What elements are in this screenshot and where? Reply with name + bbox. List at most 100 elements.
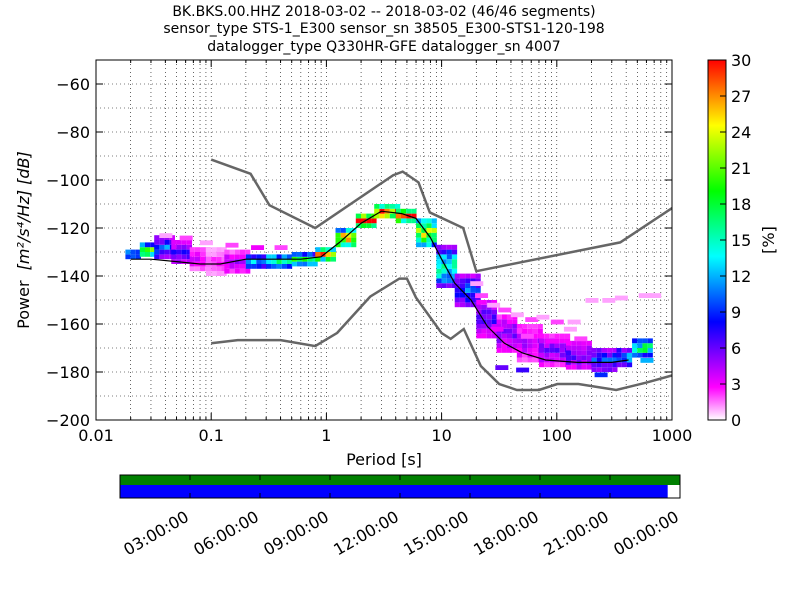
density-cell [224,254,230,260]
density-cell [281,259,287,264]
density-cell [312,252,318,257]
density-cell [441,264,447,269]
timeline-tick-label: 06:00:00 [190,507,262,559]
density-cell [315,256,321,262]
density-cell [576,364,582,370]
density-cell-sparse [574,336,588,342]
density-cell [516,338,523,344]
density-cell [501,324,507,329]
density-cell [211,256,217,262]
density-cell [532,343,538,348]
density-cell [221,271,227,276]
y-tick-label: −60 [56,75,90,94]
density-cell [441,268,447,274]
density-cell [451,283,458,288]
density-cell [384,213,390,219]
density-cell [465,302,471,308]
density-cell [421,242,427,248]
colorbar-label: [%] [759,226,778,254]
density-cell [586,340,592,346]
density-cell-sparse [648,293,662,298]
density-cell [451,259,458,264]
density-cell [475,273,481,279]
density-cell [245,268,251,274]
density-cell [527,324,533,329]
density-cell [245,264,252,269]
density-cell [441,244,447,250]
density-cell [476,314,482,320]
density-cell [446,254,452,260]
density-cell [632,338,638,344]
y-tick-label: −160 [46,315,90,334]
density-cell [532,348,538,353]
chart-title: BK.BKS.00.HHZ 2018-03-02 -- 2018-03-02 (… [163,4,604,55]
density-cell [159,249,165,255]
density-cell [612,348,618,353]
density-cell [512,319,518,324]
density-cell [320,247,326,252]
density-cell [181,259,187,264]
density-cell [330,247,337,252]
density-cell-sparse [594,372,608,378]
density-cell [451,249,458,255]
timeline-tick-label: 15:00:00 [400,507,472,559]
density-cell [139,242,146,248]
density-cell [234,254,240,260]
density-cell [446,259,452,264]
y-axis-label: Power [m²/s⁴/Hz] [dB] [14,151,33,329]
density-cell [565,345,572,351]
density-cell [441,259,447,264]
colorbar-tick-label: 0 [731,411,741,430]
density-cell-sparse [550,319,564,325]
density-cell [616,348,622,353]
density-cell-sparse [487,302,501,308]
svg-text:Power [m²/s⁴/Hz] [dB]: Power [m²/s⁴/Hz] [dB] [14,151,33,329]
density-cell [559,357,565,363]
density-cell [621,357,627,363]
density-cell [591,362,597,368]
density-cell [436,283,442,288]
density-cell [239,254,246,260]
y-tick-label: −140 [46,267,90,286]
density-cell [476,300,482,305]
density-cell [216,252,222,257]
density-cell [221,266,227,272]
density-cell [516,357,523,363]
density-cell [516,333,523,339]
density-cell [527,343,533,348]
density-cell [307,252,313,257]
density-cell [135,254,142,260]
colorbar-tick-label: 15 [731,231,751,250]
density-cell [436,273,442,279]
density-cell [194,247,201,252]
density-cell [451,268,458,274]
density-cell [307,256,313,262]
density-cell-sparse [567,319,581,325]
density-cell [496,338,502,344]
density-cell [522,357,528,363]
density-cell [621,352,627,358]
density-cell [211,266,217,272]
density-cell [647,343,653,348]
density-cell [176,240,182,245]
density-cell [416,223,422,228]
density-cell [171,254,177,260]
density-cell [261,264,267,269]
density-cell [325,252,331,257]
x-tick-label: 100 [542,426,573,445]
density-cell [205,271,212,276]
density-cell [164,244,170,250]
density-cell [522,352,528,358]
density-cell [512,333,518,339]
density-cell [591,357,597,363]
density-cell [451,273,458,279]
density-cell [426,242,432,248]
density-cell [522,343,528,348]
y-tick-label: −80 [56,123,90,142]
density-cell [554,343,560,348]
density-cell [470,288,476,293]
density-cell [454,278,460,284]
density-cell [431,223,437,228]
title-line-1: BK.BKS.00.HHZ 2018-03-02 -- 2018-03-02 (… [172,4,595,20]
density-cell [532,357,538,363]
